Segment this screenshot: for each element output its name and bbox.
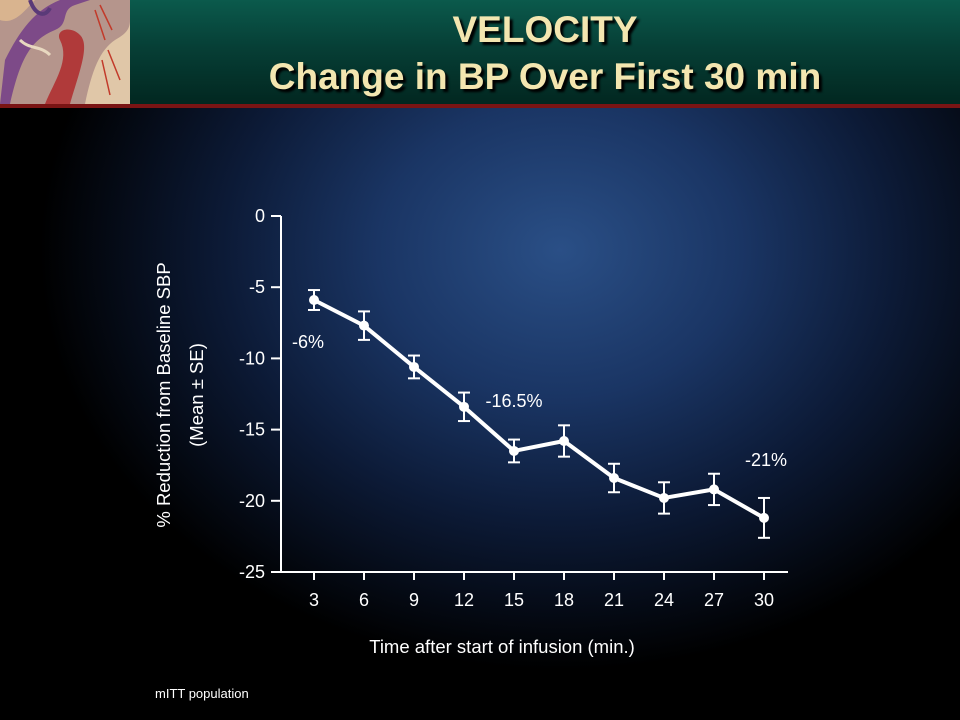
footnote: mITT population xyxy=(155,686,249,701)
x-tick-label: 30 xyxy=(754,590,774,610)
data-point xyxy=(359,320,369,331)
data-point xyxy=(459,401,469,412)
data-point xyxy=(559,435,569,446)
header-divider xyxy=(0,104,960,108)
y-axis-title: % Reduction from Baseline SBP (Mean ± SE… xyxy=(153,262,207,527)
data-label: -21% xyxy=(745,450,787,470)
annotations: -6% -16.5% -21% xyxy=(292,332,787,470)
data-label: -6% xyxy=(292,332,324,352)
y-tick-label: -25 xyxy=(239,562,265,582)
x-tick-label: 9 xyxy=(409,590,419,610)
data-point xyxy=(309,295,319,306)
title-line-2: Change in BP Over First 30 min xyxy=(268,56,822,97)
x-tick-label: 6 xyxy=(359,590,369,610)
data-label: -16.5% xyxy=(485,391,542,411)
x-tick-label: 12 xyxy=(454,590,474,610)
series xyxy=(308,289,770,539)
title-line-1: VELOCITY xyxy=(452,9,638,50)
slide-title: VELOCITY Change in BP Over First 30 min xyxy=(130,6,960,100)
y-tick-label: -10 xyxy=(239,348,265,368)
y-axis-title-line-1: % Reduction from Baseline SBP xyxy=(153,262,174,527)
x-axis: 3 6 9 12 15 18 21 24 27 30 xyxy=(281,571,788,610)
header-band xyxy=(0,0,960,104)
x-axis-title: Time after start of infusion (min.) xyxy=(369,636,635,657)
x-tick-label: 27 xyxy=(704,590,724,610)
data-point xyxy=(759,512,769,523)
y-tick-label: 0 xyxy=(255,206,265,226)
x-tick-label: 3 xyxy=(309,590,319,610)
x-tick-label: 24 xyxy=(654,590,674,610)
x-tick-label: 18 xyxy=(554,590,574,610)
data-point xyxy=(609,473,619,484)
y-tick-label: -15 xyxy=(239,420,265,440)
data-point xyxy=(509,445,519,456)
x-tick-label: 21 xyxy=(604,590,624,610)
x-tick-label: 15 xyxy=(504,590,524,610)
series-line xyxy=(313,298,765,520)
data-point xyxy=(409,361,419,372)
y-tick-label: -20 xyxy=(239,491,265,511)
y-axis: 0 -5 -10 -15 -20 -25 xyxy=(239,206,282,582)
anatomy-illustration xyxy=(0,0,130,104)
y-axis-title-line-2: (Mean ± SE) xyxy=(186,343,207,447)
data-point xyxy=(709,484,719,495)
y-tick-label: -5 xyxy=(249,277,265,297)
data-point xyxy=(659,492,669,503)
